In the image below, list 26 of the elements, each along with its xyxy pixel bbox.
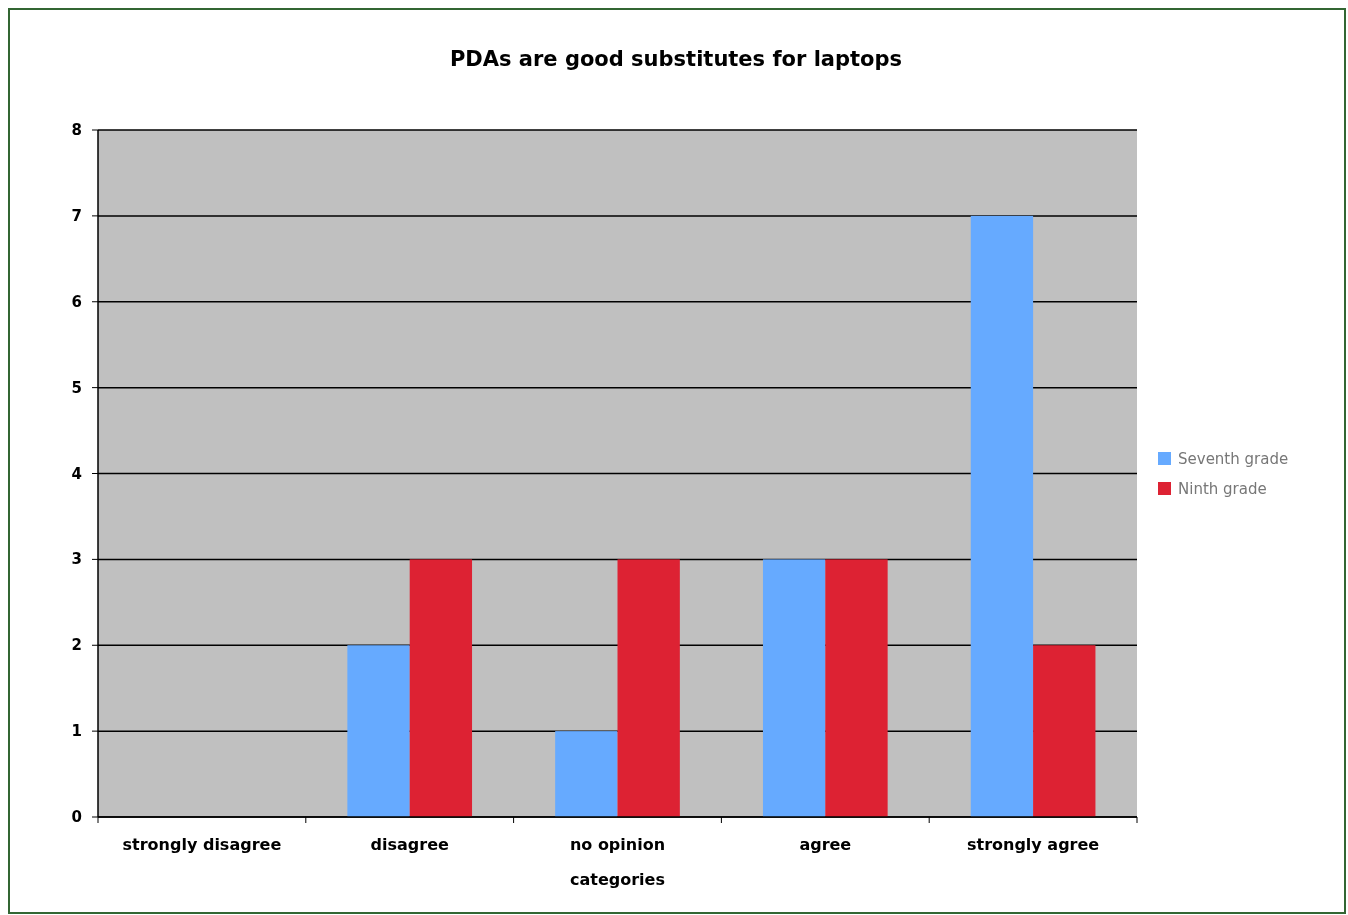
y-tick-label: 6 [71, 292, 82, 311]
legend-label: Ninth grade [1178, 480, 1267, 498]
y-tick-label: 0 [71, 808, 82, 826]
bar [347, 645, 410, 817]
x-tick-label: strongly agree [966, 835, 1100, 854]
bar [617, 559, 680, 817]
y-tick-label: 5 [71, 378, 82, 397]
bar [762, 559, 826, 817]
y-tick-label: 8 [71, 121, 82, 139]
legend-label: Seventh grade [1178, 450, 1289, 468]
y-tick-label: 7 [71, 206, 82, 225]
y-tick-label: 4 [71, 464, 82, 483]
y-tick-label: 2 [71, 636, 82, 655]
x-tick-label: disagree [370, 835, 449, 854]
y-tick-label: 1 [71, 722, 82, 741]
x-tick-label: no opinion [569, 835, 666, 854]
x-axis-title: categories [570, 870, 665, 889]
x-tick-label: strongly disagree [122, 835, 282, 854]
bar [825, 559, 888, 817]
x-tick-label: agree [799, 835, 852, 854]
bar [970, 215, 1034, 817]
bar [555, 731, 618, 817]
chart-title: PDAs are good substitutes for laptops [449, 47, 903, 71]
bar [1033, 645, 1096, 817]
y-tick-label: 3 [71, 550, 82, 569]
bar [409, 559, 473, 817]
